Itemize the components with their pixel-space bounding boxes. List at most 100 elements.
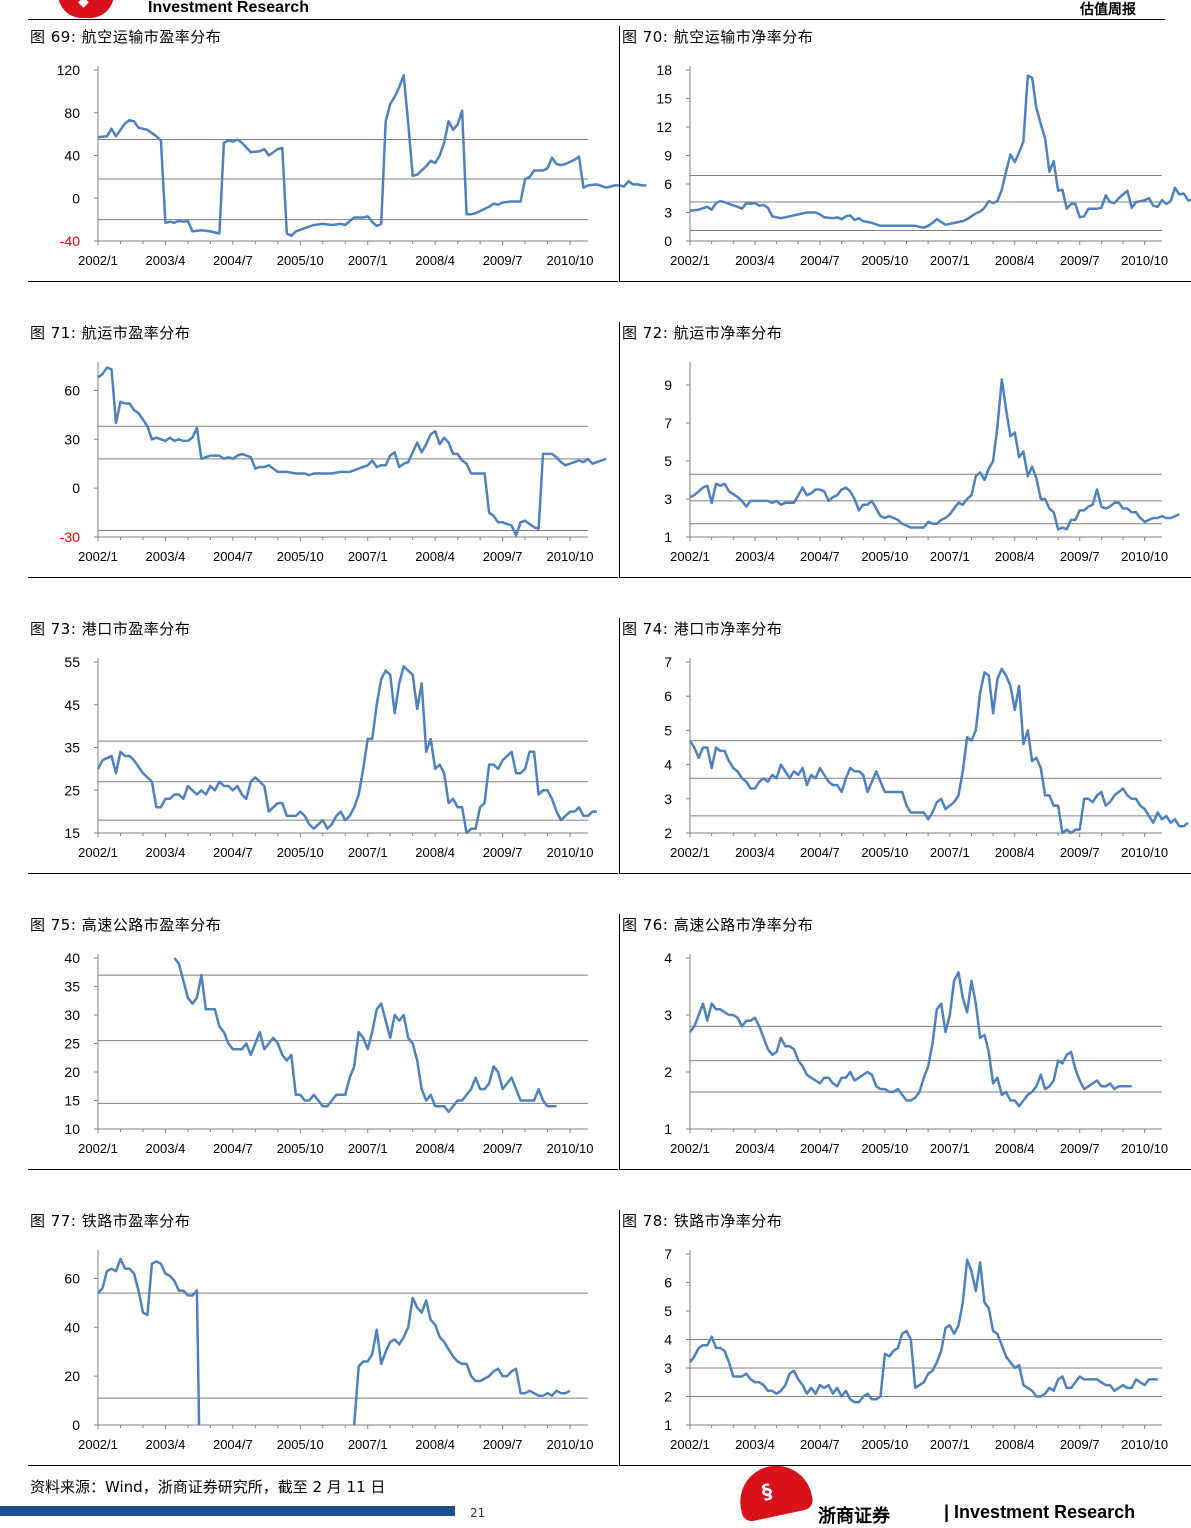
- x-tick-label: 2008/4: [415, 549, 455, 564]
- x-tick-label: 2004/7: [213, 549, 253, 564]
- x-tick-label: 2010/10: [1121, 1141, 1168, 1156]
- x-tick-label: 2005/10: [861, 1437, 908, 1452]
- y-tick-label: -40: [60, 233, 80, 249]
- x-tick-label: 2004/7: [800, 549, 840, 564]
- series-line: [689, 1258, 1158, 1404]
- figure-number: 图 71:: [30, 324, 82, 342]
- x-tick-label: 2005/10: [277, 1437, 324, 1452]
- x-tick-label: 2009/7: [1060, 1141, 1100, 1156]
- x-tick-label: 2008/4: [415, 253, 455, 268]
- figure-title: 铁路市盈率分布: [81, 1212, 191, 1230]
- x-tick-label: 2005/10: [277, 253, 324, 268]
- x-tick-label: 2009/7: [483, 1437, 523, 1452]
- chart-panel: 图 72: 航运市净率分布 1 3 5 7 9 2002/1 2003/4 2004/7 2005…: [619, 322, 1191, 578]
- line-chart: 0 20 40 60 2002/1 2003/4 2004/7 2005/10 2007/1 20…: [64, 1250, 594, 1452]
- y-tick-label: 3: [664, 1007, 672, 1023]
- figure-number: 图 74:: [622, 620, 674, 638]
- x-tick-label: 2002/1: [670, 845, 710, 860]
- x-tick-label: 2008/4: [995, 845, 1035, 860]
- chart-title: 图 72: 航运市净率分布: [622, 322, 782, 343]
- x-tick-label: 2009/7: [1060, 253, 1100, 268]
- x-tick-label: 2005/10: [861, 845, 908, 860]
- y-tick-label: 2: [664, 1389, 672, 1405]
- line-chart: 10 15 20 25 30 35 40 2002/1 2003/4 2004/7 2005/10 2…: [64, 950, 594, 1156]
- figure-title: 铁路市净率分布: [673, 1212, 783, 1230]
- x-tick-label: 2007/1: [348, 1141, 388, 1156]
- x-tick-label: 2002/1: [670, 1141, 710, 1156]
- footer-brand: 浙商证券: [818, 1506, 890, 1527]
- line-chart: 1 2 3 4 2002/1 2003/4 2004/7 2005/10 2007/1 2008/…: [664, 950, 1168, 1156]
- x-tick-label: 2003/4: [735, 253, 775, 268]
- figure-number: 图 75:: [30, 916, 82, 934]
- y-tick-label: 3: [664, 491, 672, 507]
- x-tick-label: 2003/4: [146, 1437, 186, 1452]
- y-tick-label: 60: [64, 1270, 80, 1286]
- chart-title: 图 77: 铁路市盈率分布: [30, 1210, 190, 1231]
- y-tick-label: 5: [664, 722, 672, 738]
- x-tick-label: 2005/10: [277, 1141, 324, 1156]
- y-tick-label: 45: [64, 697, 80, 713]
- chart-panel: 图 71: 航运市盈率分布 -30 0 30 60 2002/1 2003/4 2004/7 2…: [28, 322, 618, 578]
- x-tick-label: 2007/1: [348, 253, 388, 268]
- y-tick-label: 80: [64, 105, 80, 121]
- y-tick-label: 30: [64, 431, 80, 447]
- series-line: [173, 957, 557, 1114]
- x-tick-label: 2010/10: [547, 845, 594, 860]
- series-line: [97, 1257, 201, 1426]
- series-line: [97, 366, 607, 537]
- x-tick-label: 2002/1: [670, 253, 710, 268]
- figure-title: 高速公路市净率分布: [673, 916, 814, 934]
- series-line: [352, 1296, 571, 1426]
- y-tick-label: 0: [72, 480, 80, 496]
- y-tick-label: 40: [64, 1319, 80, 1335]
- x-tick-label: 2004/7: [213, 1141, 253, 1156]
- chart-title: 图 69: 航空运输市盈率分布: [30, 26, 221, 47]
- y-tick-label: 20: [64, 1064, 80, 1080]
- footer-brand-en: | Investment Research: [944, 1502, 1136, 1522]
- x-tick-label: 2003/4: [146, 1141, 186, 1156]
- y-tick-label: 60: [64, 382, 80, 398]
- x-tick-label: 2007/1: [930, 1141, 970, 1156]
- x-tick-label: 2005/10: [861, 1141, 908, 1156]
- y-tick-label: 15: [656, 91, 672, 107]
- chart-panel: 图 70: 航空运输市净率分布 0 3 6 9 12 15 18 2002/1 2003/4 200…: [619, 26, 1191, 282]
- logo-mark-icon: ◆: [78, 0, 89, 10]
- x-tick-label: 2002/1: [670, 1437, 710, 1452]
- x-tick-label: 2007/1: [348, 1437, 388, 1452]
- x-tick-label: 2010/10: [1121, 1437, 1168, 1452]
- figure-title: 航空运输市盈率分布: [81, 28, 222, 46]
- x-tick-label: 2007/1: [348, 549, 388, 564]
- y-tick-label: 0: [664, 233, 672, 249]
- footer-logo: §: [733, 1459, 815, 1523]
- x-tick-label: 2005/10: [861, 549, 908, 564]
- x-tick-label: 2008/4: [995, 1437, 1035, 1452]
- x-tick-label: 2010/10: [547, 549, 594, 564]
- chart-title: 图 70: 航空运输市净率分布: [622, 26, 813, 47]
- x-tick-label: 2010/10: [547, 253, 594, 268]
- x-tick-label: 2010/10: [1121, 253, 1168, 268]
- line-chart: 1 2 3 4 5 6 7 2002/1 2003/4 2004/7 2005/10 2007/1 20…: [664, 1246, 1168, 1452]
- line-chart: 15 25 35 45 55 2002/1 2003/4 2004/7 2005/10 2007/…: [64, 654, 597, 860]
- line-chart: 0 3 6 9 12 15 18 2002/1 2003/4 2004/7 2005/10 2007/…: [656, 62, 1191, 268]
- y-tick-label: 7: [664, 1246, 672, 1262]
- y-tick-label: 6: [664, 688, 672, 704]
- chart-title: 图 78: 铁路市净率分布: [622, 1210, 782, 1231]
- x-tick-label: 2010/10: [547, 1141, 594, 1156]
- line-chart: -30 0 30 60 2002/1 2003/4 2004/7 2005/10 2007/1 2…: [60, 362, 607, 564]
- line-chart: 2 3 4 5 6 7 2002/1 2003/4 2004/7 2005/10 2007/1 200…: [664, 654, 1189, 860]
- y-tick-label: 120: [57, 62, 81, 78]
- x-tick-label: 2009/7: [483, 253, 523, 268]
- figure-number: 图 72:: [622, 324, 674, 342]
- y-tick-label: 7: [664, 415, 672, 431]
- y-tick-label: 55: [64, 654, 80, 670]
- figure-number: 图 70:: [622, 28, 674, 46]
- y-tick-label: 4: [664, 757, 672, 773]
- y-tick-label: 1: [664, 529, 672, 545]
- chart-title: 图 74: 港口市净率分布: [622, 618, 782, 639]
- chart-title: 图 71: 航运市盈率分布: [30, 322, 190, 343]
- x-tick-label: 2009/7: [1060, 1437, 1100, 1452]
- chart-title: 图 75: 高速公路市盈率分布: [30, 914, 221, 935]
- x-tick-label: 2010/10: [1121, 845, 1168, 860]
- x-tick-label: 2008/4: [995, 549, 1035, 564]
- header-report-type: 估值周报: [1080, 2, 1136, 18]
